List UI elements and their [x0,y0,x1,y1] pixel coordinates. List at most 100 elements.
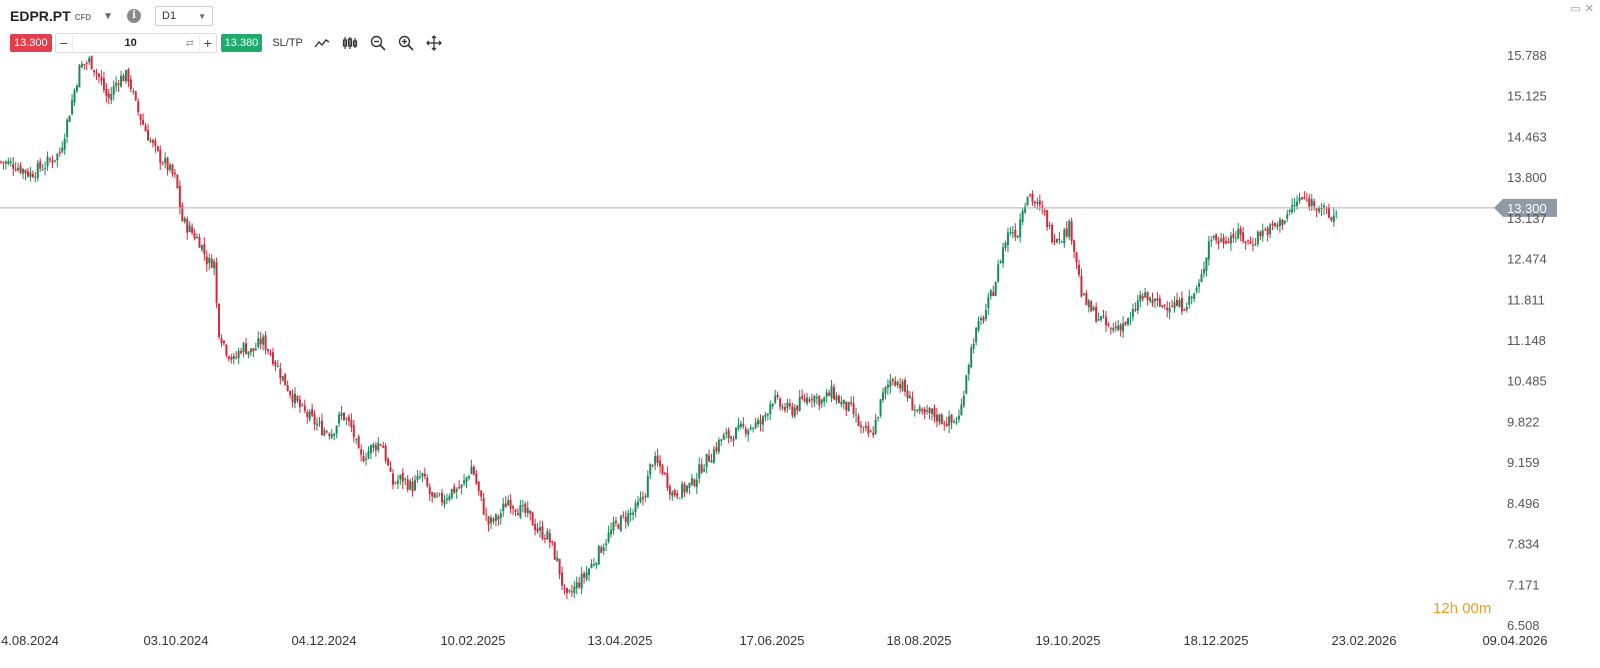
candle [1119,322,1122,337]
increase-button[interactable]: + [203,35,212,51]
candle [494,513,497,527]
candle [193,228,196,241]
candle [610,522,613,538]
candle [1298,192,1301,205]
candle [916,409,919,413]
zoom-out-icon[interactable] [369,34,387,52]
candle [612,516,615,535]
candle [803,393,806,403]
candle [975,326,978,346]
candle [646,470,649,498]
sell-button[interactable]: 13.300 [10,34,52,52]
candle [475,469,478,486]
buy-button[interactable]: 13.380 [220,34,263,52]
candle [899,378,902,393]
candle [727,427,730,444]
candle [1176,292,1178,307]
candle [551,540,554,547]
candle [600,544,603,554]
candle [759,414,762,432]
candle [536,522,539,534]
decrease-button[interactable]: − [59,35,68,51]
candle [509,494,512,514]
candle [1274,222,1276,229]
candle [722,432,725,440]
candle [730,435,733,443]
candle [257,331,260,349]
timeframe-select[interactable]: D1 ▼ [155,6,214,26]
candle [558,558,561,580]
candle [894,376,897,387]
minimize-icon[interactable]: ▭ [1570,3,1581,15]
candle [516,507,519,516]
candle [1180,291,1183,316]
candle [298,395,301,413]
candle [232,353,235,365]
candle [857,413,860,427]
candle [151,138,154,148]
candle [220,334,223,347]
y-tick-label: 13.800 [1507,170,1547,185]
candle [1239,225,1242,242]
symbol-label[interactable]: EDPR.PT [10,8,71,24]
candle [622,511,625,519]
candle [46,151,49,171]
candle [931,407,933,421]
candle [1016,234,1019,239]
candle [810,393,813,408]
candle [654,451,657,471]
candle [671,490,674,501]
candle [784,402,786,413]
candle [842,399,845,410]
swap-icon[interactable]: ⇄ [185,37,195,49]
candle [656,448,659,467]
candle [595,562,598,569]
candle [117,79,120,93]
candle [651,464,654,468]
candle [764,411,767,422]
candle [637,496,639,509]
line-chart-icon[interactable] [313,34,331,52]
current-price-badge [1494,198,1557,217]
candle [1215,233,1218,245]
candle [1014,223,1017,242]
candle-timer: 12h 00m [1433,600,1491,617]
candle [286,380,289,392]
candle [884,386,887,400]
candle [918,404,921,415]
quantity-input[interactable] [71,35,200,51]
candle [83,64,86,70]
candle [100,69,103,86]
close-icon[interactable]: ✕ [1584,3,1594,15]
sltp-button[interactable]: SL/TP [272,37,303,49]
candle [823,396,826,407]
y-tick-label: 15.125 [1507,89,1547,104]
candle [78,63,81,88]
candle [940,413,943,425]
timer-hours: 12 [1433,600,1450,617]
info-icon[interactable]: i [127,9,142,23]
candle [1029,193,1031,198]
candle [1026,196,1029,207]
x-tick-label: 03.10.2024 [143,633,208,648]
move-icon[interactable] [425,34,443,52]
candle [688,482,691,495]
candle [379,443,382,447]
candle [181,202,184,222]
candle [183,216,186,224]
candle [686,485,688,495]
candle [85,60,88,70]
candle [320,413,323,436]
candle [264,331,267,355]
chevron-down-icon[interactable]: ▼ [103,10,114,22]
timeframe-value: D1 [162,10,177,22]
zoom-in-icon[interactable] [397,34,415,52]
candle [110,86,113,105]
x-axis: 4.08.2024 03.10.2024 04.12.2024 10.02.2025 1… [1,633,1547,648]
candle [120,70,123,88]
candle [14,162,17,172]
candles-icon[interactable] [341,34,359,52]
candle [1188,289,1191,309]
candle [1185,302,1188,313]
